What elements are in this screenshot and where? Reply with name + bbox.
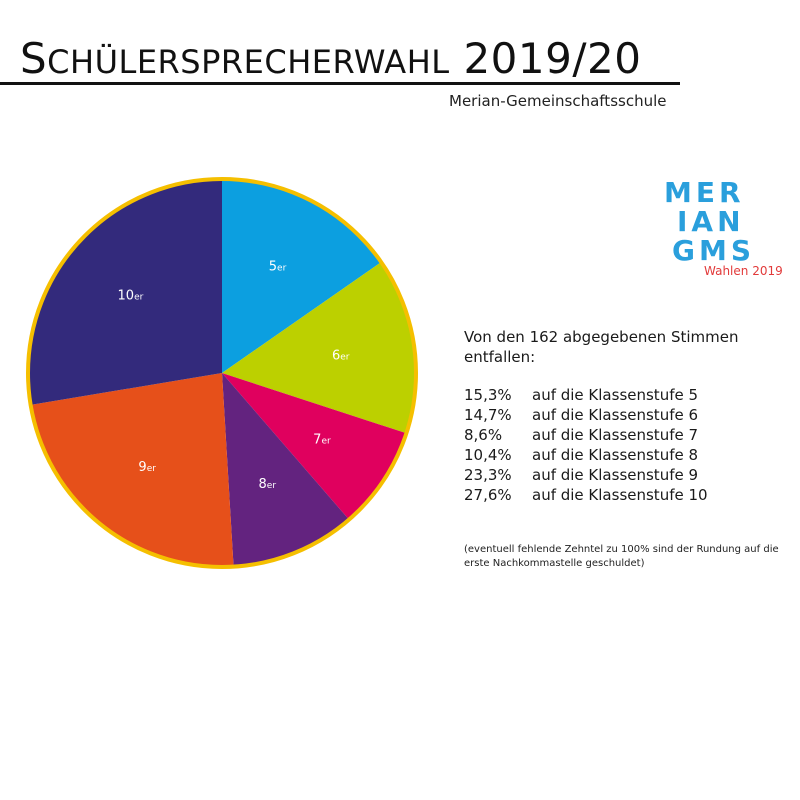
pie-slices bbox=[27, 179, 416, 567]
result-text: auf die Klassenstufe 5 bbox=[532, 386, 699, 404]
result-percent: 15,3% bbox=[464, 386, 512, 404]
result-text: auf die Klassenstufe 9 bbox=[532, 466, 699, 484]
pie-border bbox=[26, 177, 418, 569]
results-intro: Von den 162 abgegebenen Stimmen entfalle… bbox=[464, 328, 739, 366]
pie-slice-9er bbox=[30, 373, 234, 567]
logo-line-1: MER bbox=[664, 176, 745, 209]
result-text: auf die Klassenstufe 6 bbox=[532, 406, 699, 424]
pie-label-9er: 9er bbox=[138, 460, 156, 475]
result-percent: 27,6% bbox=[464, 486, 512, 504]
pie-label-6er: 6er bbox=[332, 349, 350, 364]
pie-label-5er: 5er bbox=[269, 260, 287, 275]
school-name: Merian-Gemeinschaftsschule bbox=[449, 92, 667, 110]
pie-slice-6er bbox=[222, 262, 416, 434]
result-row: 10,4% auf die Klassenstufe 8 bbox=[464, 445, 784, 465]
result-text: auf die Klassenstufe 10 bbox=[532, 486, 708, 504]
rounding-footnote: (eventuell fehlende Zehntel zu 100% sind… bbox=[464, 544, 779, 569]
result-row: 8,6% auf die Klassenstufe 7 bbox=[464, 425, 784, 445]
logo-line-2: IAN bbox=[677, 205, 745, 238]
result-row: 15,3% auf die Klassenstufe 5 bbox=[464, 385, 784, 405]
title-year: 2019/20 bbox=[463, 34, 642, 83]
logo-line-3: GMS bbox=[672, 234, 756, 267]
pie-label-8er: 8er bbox=[259, 477, 277, 492]
pie-label-10er: 10er bbox=[118, 288, 144, 303]
results-summary: Von den 162 abgegebenen Stimmen entfalle… bbox=[464, 327, 784, 505]
pie-labels: 5er 6er 7er 8er 9er 10er bbox=[118, 260, 350, 493]
result-row: 27,6% auf die Klassenstufe 10 bbox=[464, 485, 784, 505]
title-underline bbox=[0, 82, 680, 85]
title-initial: S bbox=[20, 34, 48, 83]
pie-slice-8er bbox=[222, 373, 350, 567]
result-percent: 23,3% bbox=[464, 466, 512, 484]
pie-slice-10er bbox=[27, 179, 222, 405]
title-caps: CHÜLERSPRECHERWAHL bbox=[47, 43, 450, 81]
result-text: auf die Klassenstufe 7 bbox=[532, 426, 699, 444]
result-row: 23,3% auf die Klassenstufe 9 bbox=[464, 465, 784, 485]
school-logo: MER IAN GMS Wahlen 2019 bbox=[664, 178, 784, 278]
result-percent: 14,7% bbox=[464, 406, 512, 424]
result-percent: 10,4% bbox=[464, 446, 512, 464]
page-title: SCHÜLERSPRECHERWAHL 2019/20 bbox=[20, 34, 641, 83]
pie-slice-5er bbox=[222, 179, 382, 373]
result-row: 14,7% auf die Klassenstufe 6 bbox=[464, 405, 784, 425]
result-percent: 8,6% bbox=[464, 426, 503, 444]
logo-tagline: Wahlen 2019 bbox=[704, 264, 783, 278]
result-text: auf die Klassenstufe 8 bbox=[532, 446, 699, 464]
pie-label-7er: 7er bbox=[313, 432, 331, 447]
pie-slice-7er bbox=[222, 373, 407, 520]
